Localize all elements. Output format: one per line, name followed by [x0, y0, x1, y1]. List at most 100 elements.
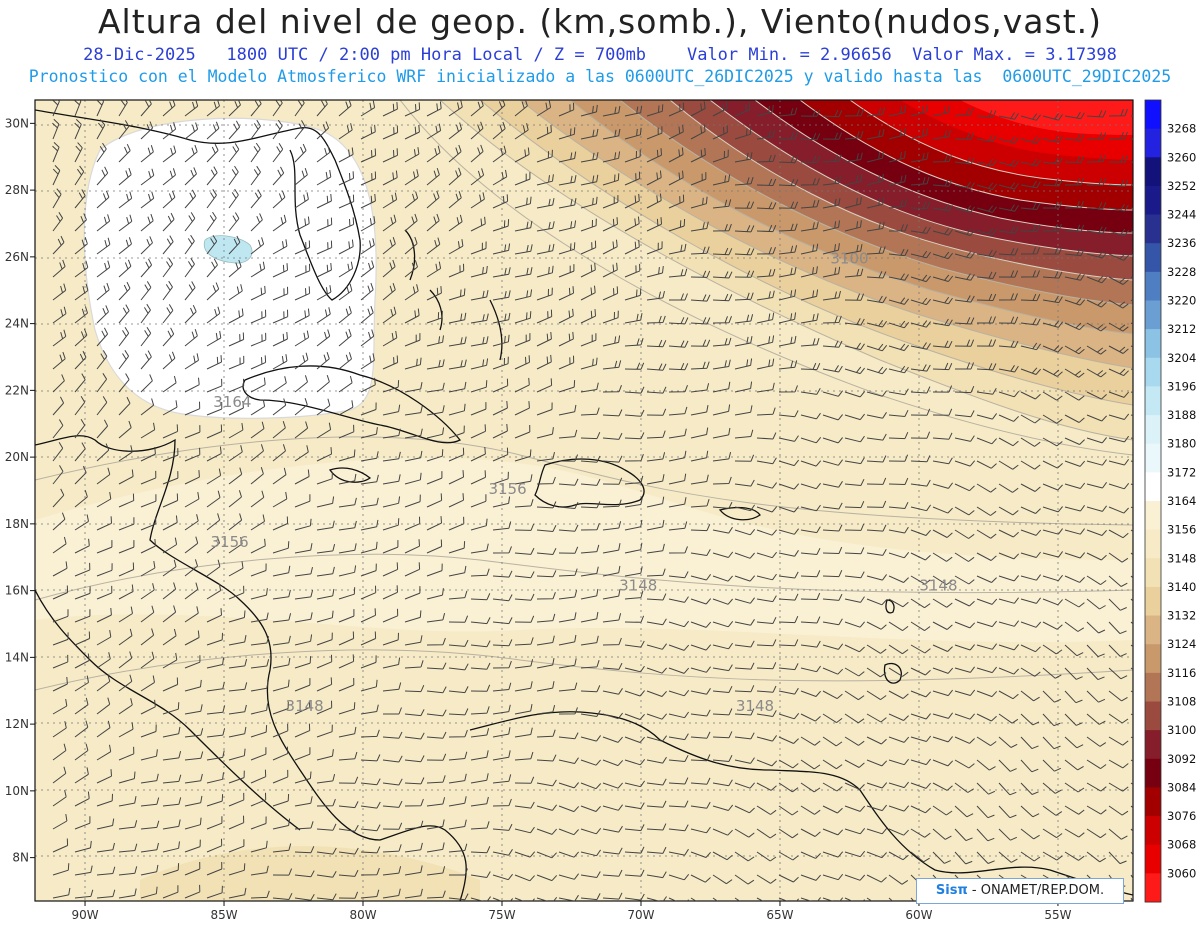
wind-barb: [1042, 223, 1062, 232]
wind-barb: [624, 149, 641, 163]
wind-barb: [844, 109, 864, 117]
wind-barb: [74, 865, 93, 876]
wind-barb: [558, 380, 576, 393]
wind-barb: [492, 849, 513, 856]
wind-barb: [492, 356, 509, 370]
wind-barb: [1020, 529, 1042, 536]
wind-barb: [1086, 505, 1107, 512]
wind-barb: [360, 329, 375, 347]
wind-barb: [272, 843, 292, 853]
wind-barb: [1086, 251, 1108, 259]
wind-barb: [954, 385, 975, 394]
wind-barb: [338, 751, 358, 761]
wind-barb: [272, 818, 291, 830]
wind-barb: [140, 145, 154, 163]
wind-barb: [778, 267, 797, 278]
wind-barb: [514, 751, 534, 761]
wind-barb: [1108, 736, 1129, 746]
wind-barb: [492, 546, 512, 554]
wind-barb: [1042, 179, 1063, 187]
colorbar-swatch: [1145, 329, 1161, 359]
wind-barb: [426, 190, 440, 209]
wind-barb: [734, 504, 756, 512]
wind-barb: [228, 235, 241, 255]
wind-barb: [1064, 759, 1084, 771]
wind-barb: [492, 897, 514, 901]
sispi-logo: Sisπ: [935, 883, 968, 898]
wind-barb: [844, 596, 865, 603]
wind-barb: [316, 285, 332, 301]
wind-barb: [338, 217, 355, 232]
wind-barb: [382, 125, 399, 140]
wind-barb: [756, 154, 776, 163]
wind-barb: [294, 796, 313, 807]
wind-barb: [602, 712, 623, 720]
colorbar-label: 3228: [1167, 265, 1196, 279]
wind-barb: [52, 329, 67, 347]
wind-barb: [316, 496, 335, 508]
wind-barb: [294, 469, 310, 485]
wind-barb: [998, 759, 1017, 772]
wind-barb: [822, 243, 840, 255]
wind-barb: [734, 201, 755, 209]
wind-barb: [756, 851, 777, 862]
wind-barb: [96, 889, 116, 899]
wind-barb: [668, 755, 689, 762]
wind-barb: [866, 455, 887, 463]
wind-barb: [514, 681, 533, 692]
wind-barb: [448, 359, 467, 370]
wind-barb: [734, 851, 755, 862]
wind-barb: [404, 357, 422, 370]
wind-barb: [250, 588, 268, 600]
wind-barb: [118, 445, 133, 462]
wind-barb: [360, 193, 376, 209]
wind-barb: [514, 499, 534, 508]
wind-barb: [800, 736, 821, 746]
wind-barb: [272, 892, 293, 900]
wind-barb: [74, 119, 82, 140]
wind-barb: [448, 615, 469, 623]
wind-barb: [1064, 736, 1084, 749]
wind-barb: [74, 165, 85, 186]
wind-barb: [162, 145, 177, 163]
wind-barb: [602, 589, 621, 600]
wind-barb: [976, 182, 998, 190]
wind-barb: [822, 502, 843, 510]
colorbar-swatch: [1145, 672, 1161, 702]
wind-barb: [910, 504, 932, 512]
colorbar-swatch: [1145, 357, 1161, 387]
wind-barb: [536, 896, 558, 901]
wind-barb: [206, 468, 222, 485]
wind-barb: [448, 263, 465, 278]
wind-barb: [294, 143, 307, 163]
wind-barb: [976, 620, 997, 628]
wind-barb: [602, 477, 623, 485]
wind-barb: [74, 697, 89, 715]
wind-barb: [96, 443, 110, 462]
colorbar-label: 3252: [1167, 179, 1196, 193]
wind-barb: [844, 130, 864, 140]
wind-barb: [96, 720, 111, 738]
wind-barb: [668, 571, 689, 579]
wind-barb: [316, 398, 331, 416]
wind-barb: [250, 840, 268, 853]
wind-barb: [294, 494, 311, 508]
wind-barb: [74, 631, 91, 646]
colorbar-swatch: [1145, 558, 1161, 588]
wind-barb: [1020, 759, 1039, 773]
wind-barb: [184, 606, 199, 623]
wind-barb: [558, 707, 578, 715]
wind-barb: [668, 497, 687, 508]
wind-barb: [448, 541, 466, 554]
wind-barb: [250, 309, 267, 324]
wind-barb: [910, 690, 932, 698]
wind-barb: [602, 151, 621, 163]
wind-barb: [888, 644, 909, 655]
wind-barb: [162, 515, 178, 531]
wind-barb: [228, 536, 243, 554]
wind-barb: [822, 132, 843, 140]
wind-barb: [668, 268, 688, 278]
wind-barb: [998, 552, 1020, 560]
lon-tick-label: 85W: [210, 908, 237, 922]
wind-barb: [844, 690, 865, 701]
